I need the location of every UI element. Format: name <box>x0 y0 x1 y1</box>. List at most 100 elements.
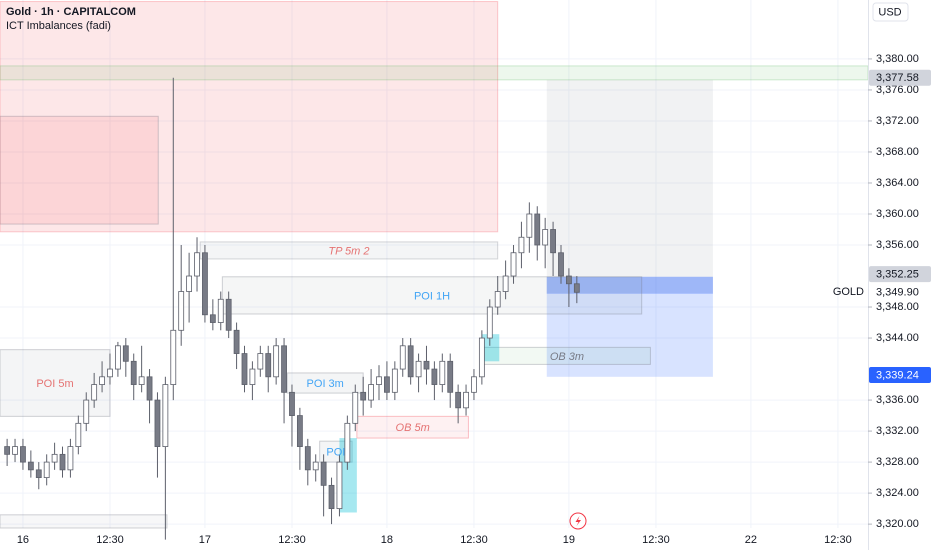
candle-body <box>257 353 264 370</box>
candle-body <box>391 368 398 393</box>
candle-body <box>225 298 232 331</box>
zone <box>339 438 357 513</box>
y-tick-label: 3,348.00 <box>876 301 919 313</box>
zone <box>221 276 643 315</box>
candle-body <box>518 236 525 254</box>
candle-body <box>399 345 406 370</box>
candle-body <box>20 446 26 463</box>
zone-label: POI <box>326 447 345 459</box>
y-tick-label: 3,344.00 <box>876 332 919 344</box>
candle-body <box>312 461 319 471</box>
zone-label: POI 1H <box>414 290 450 302</box>
candle-body <box>67 446 74 471</box>
zone <box>0 65 869 81</box>
candle-body <box>534 213 541 246</box>
zone-label: OB 3m <box>550 351 584 363</box>
candle-body <box>289 391 295 416</box>
candle-body <box>265 353 272 378</box>
candle-body <box>558 252 564 277</box>
candle-body <box>130 360 137 385</box>
currency-box[interactable] <box>872 2 909 22</box>
zone <box>546 276 713 294</box>
zone <box>356 415 469 439</box>
candle-body <box>122 345 129 362</box>
zone <box>0 514 168 529</box>
y-tick-label: 3,364.00 <box>876 177 919 189</box>
y-tick-label: 3,360.00 <box>876 208 919 220</box>
price-badge-label: 3,377.58 <box>876 72 919 84</box>
candle-body <box>170 329 177 385</box>
price-badge <box>869 284 931 301</box>
x-tick-label: 22 <box>745 534 757 546</box>
zone <box>546 79 713 294</box>
candle-body <box>296 415 303 447</box>
zone <box>319 440 353 463</box>
price-badge <box>869 366 931 383</box>
y-tick-label: 3,372.00 <box>876 115 919 127</box>
candle-body <box>249 368 256 385</box>
candle-body <box>154 399 161 447</box>
zone-label: OB 5m <box>396 422 430 434</box>
candle-body <box>178 291 185 331</box>
zone-label: TP 5m 2 <box>328 245 369 257</box>
candle-body <box>83 399 90 424</box>
x-tick-label: 12:30 <box>278 534 306 546</box>
x-tick-label: 12:30 <box>460 534 488 546</box>
zone <box>546 276 713 377</box>
candle-body <box>415 360 422 378</box>
y-tick-label: 3,368.00 <box>876 146 919 158</box>
candle-body <box>51 453 58 463</box>
y-tick-label: 3,324.00 <box>876 487 919 499</box>
candle-body <box>510 252 517 277</box>
candle-body <box>4 446 11 455</box>
candle-body <box>352 391 359 424</box>
symbol-label: GOLD <box>833 286 864 298</box>
candle-body <box>146 376 153 401</box>
candle-body <box>344 422 351 463</box>
zone <box>0 349 111 417</box>
candle-body <box>550 229 556 254</box>
y-tick-label: 3,336.00 <box>876 394 919 406</box>
candle-body <box>186 275 193 292</box>
x-tick-label: 18 <box>381 534 393 546</box>
zone-label: POI 5m <box>36 378 73 390</box>
y-tick-label: 3,328.00 <box>876 456 919 468</box>
y-tick-label: 3,376.00 <box>876 84 919 96</box>
price-badge <box>869 69 931 86</box>
candle-body <box>12 446 18 455</box>
currency: USD <box>878 6 901 18</box>
indicator-name: ICT Imbalances (fadi) <box>6 20 111 32</box>
candle-body <box>35 469 42 479</box>
candle-body <box>99 376 105 385</box>
zone <box>0 1 499 233</box>
candle-body <box>455 391 462 409</box>
candle-body <box>162 384 169 447</box>
price-badge-label: 3,352.25 <box>876 268 919 280</box>
candle-body <box>566 275 572 285</box>
x-tick-label: 16 <box>17 534 29 546</box>
chart-title: Gold · 1h · CAPITALCOM <box>6 6 136 18</box>
candle-body <box>209 314 216 323</box>
candle-body <box>114 345 121 370</box>
candle-body <box>431 368 438 385</box>
candle-body <box>494 291 501 308</box>
candle-body <box>573 283 580 293</box>
candle-body <box>202 252 208 316</box>
zone <box>0 115 159 225</box>
candle-body <box>478 337 485 378</box>
price-badge <box>869 266 931 283</box>
x-tick-label: 17 <box>199 534 211 546</box>
candle-body <box>304 446 311 471</box>
x-tick-label: 12:30 <box>642 534 670 546</box>
candle-body <box>526 213 533 238</box>
candle-body <box>59 453 66 471</box>
candle-body <box>107 368 113 378</box>
candle-body <box>281 345 287 393</box>
y-tick-label: 3,320.00 <box>876 518 919 530</box>
candle-body <box>320 461 327 486</box>
zone-label: POI 3m <box>307 378 344 390</box>
candle-body <box>360 391 367 401</box>
event-bolt <box>575 516 581 526</box>
